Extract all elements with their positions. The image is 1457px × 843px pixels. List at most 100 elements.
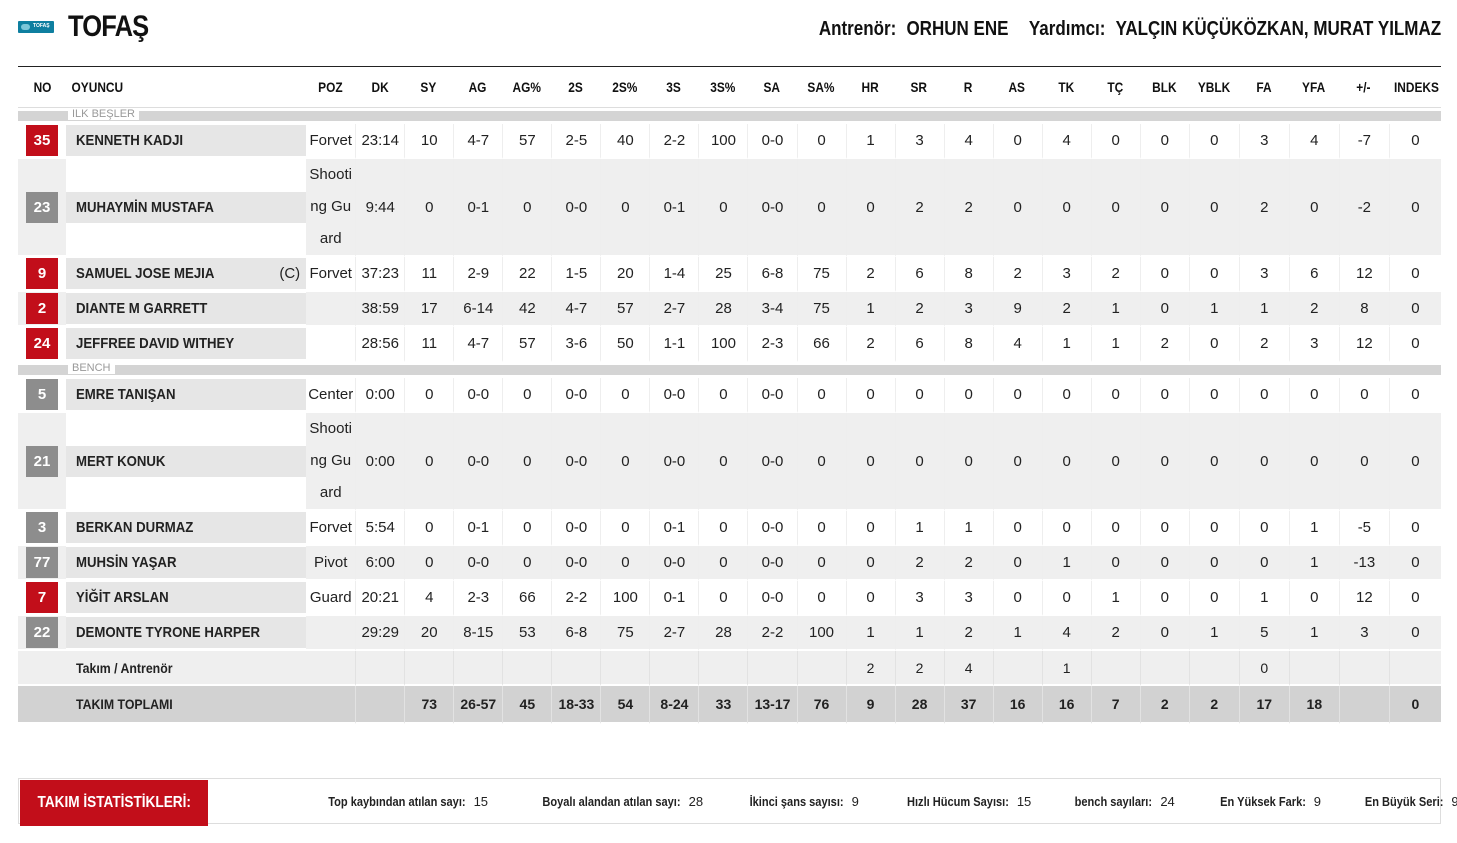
column-header[interactable]: SA% bbox=[796, 67, 846, 108]
player-name-link[interactable]: SAMUEL JOSE MEJIA (C) bbox=[66, 258, 307, 289]
stat-cell: 4-7 bbox=[551, 292, 601, 327]
stat-cell: 0 bbox=[1041, 413, 1091, 511]
player-name-link[interactable]: MUHAYMİN MUSTAFA bbox=[66, 191, 307, 223]
player-row[interactable]: 24 JEFFREE DAVID WITHEY 28:56 11 4-7 57 3-6 50 1… bbox=[18, 327, 1441, 362]
player-name-link[interactable]: EMRE TANIŞAN bbox=[66, 379, 307, 410]
stat-cell: 0 bbox=[502, 511, 552, 546]
team-stat-item: Top kaybından atılan sayı: 15 bbox=[328, 794, 489, 809]
stat-cell: 0 bbox=[1238, 413, 1289, 511]
stat-cell: 57 bbox=[502, 124, 552, 159]
column-header[interactable]: 3S bbox=[649, 67, 699, 108]
player-row[interactable]: 21 MERT KONUK Shooting Guard 0:00 0 0-0 0 0-0 0 0… bbox=[18, 413, 1441, 511]
player-name-link[interactable]: DEMONTE TYRONE HARPER bbox=[66, 617, 307, 648]
stat-cell: 0 bbox=[1238, 651, 1289, 686]
stat-cell: 4 bbox=[1041, 616, 1091, 651]
stat-cell: 12 bbox=[1338, 581, 1389, 616]
column-header[interactable]: DK bbox=[355, 67, 405, 108]
stat-cell: 0 bbox=[1188, 413, 1239, 511]
team-total-row: TAKIM TOPLAMI 73 26-57 45 18-33 54 8-24 33 13-17… bbox=[18, 686, 1441, 724]
column-header[interactable]: POZ bbox=[306, 67, 356, 108]
player-row[interactable]: 7 YİĞİT ARSLAN Guard 20:21 4 2-3 66 2-2 100 0-1 0 0… bbox=[18, 581, 1441, 616]
stat-cell: 0 bbox=[1139, 546, 1189, 581]
stat-cell: 0-1 bbox=[453, 511, 503, 546]
column-header[interactable]: AG% bbox=[502, 67, 552, 108]
column-header[interactable]: 2S% bbox=[600, 67, 650, 108]
stat-cell: 0-0 bbox=[551, 511, 601, 546]
stat-cell: 45 bbox=[502, 686, 552, 724]
stat-cell: 1 bbox=[1288, 616, 1339, 651]
player-name-link[interactable]: MERT KONUK bbox=[66, 445, 307, 477]
stat-cell: 1 bbox=[1090, 292, 1140, 327]
column-header[interactable]: 3S% bbox=[698, 67, 748, 108]
column-header[interactable]: YFA bbox=[1288, 67, 1339, 108]
player-name-link[interactable]: DIANTE M GARRETT bbox=[66, 293, 307, 324]
stat-cell: 0 bbox=[1139, 292, 1189, 327]
stat-cell: 18 bbox=[1288, 686, 1339, 724]
column-header[interactable]: INDEKS bbox=[1388, 67, 1441, 108]
stat-cell: 0 bbox=[698, 378, 748, 413]
stat-cell: 73 bbox=[404, 686, 454, 724]
column-header[interactable]: TK bbox=[1041, 67, 1091, 108]
stat-cell: 1 bbox=[1288, 546, 1339, 581]
stat-cell: 8 bbox=[1338, 292, 1389, 327]
player-row[interactable]: 2 DIANTE M GARRETT 38:59 17 6-14 42 4-7 57 2-7 28… bbox=[18, 292, 1441, 327]
player-name-link[interactable]: BERKAN DURMAZ bbox=[66, 512, 307, 543]
team-coach-row-label: Takım / Antrenör bbox=[76, 659, 173, 676]
column-header[interactable]: NO bbox=[18, 67, 67, 108]
player-row[interactable]: 35 KENNETH KADJI Forvet 23:14 10 4-7 57 2-5 40 2-… bbox=[18, 124, 1441, 159]
stat-cell: 0-1 bbox=[649, 159, 699, 257]
position: Guard bbox=[306, 581, 356, 616]
column-header[interactable]: OYUNCU bbox=[66, 67, 307, 108]
stat-cell: 0 bbox=[1041, 581, 1091, 616]
column-header[interactable]: 2S bbox=[551, 67, 601, 108]
player-name-link[interactable]: MUHSİN YAŞAR bbox=[66, 547, 307, 578]
column-header[interactable]: BLK bbox=[1139, 67, 1189, 108]
stat-cell: 0 bbox=[1188, 581, 1239, 616]
stat-cell: 53 bbox=[502, 616, 552, 651]
stat-cell: 0-0 bbox=[747, 413, 797, 511]
column-header[interactable]: R bbox=[943, 67, 993, 108]
player-row[interactable]: 22 DEMONTE TYRONE HARPER 29:29 20 8-15 53 6-8 7… bbox=[18, 616, 1441, 651]
stat-cell: 0 bbox=[1338, 378, 1389, 413]
stat-cell: 1 bbox=[1041, 546, 1091, 581]
stat-cell: 13-17 bbox=[747, 686, 797, 724]
player-row[interactable]: 3 BERKAN DURMAZ Forvet 5:54 0 0-1 0 0-0 0 0-1 0 0-0… bbox=[18, 511, 1441, 546]
position bbox=[306, 616, 356, 651]
column-header[interactable]: SR bbox=[894, 67, 944, 108]
player-name-link[interactable]: YİĞİT ARSLAN bbox=[66, 582, 307, 613]
player-name-link[interactable]: KENNETH KADJI bbox=[66, 125, 307, 156]
stat-cell: 1 bbox=[1238, 581, 1289, 616]
player-row[interactable]: 5 EMRE TANIŞAN Center 0:00 0 0-0 0 0-0 0 0-0 0 0-0 0… bbox=[18, 378, 1441, 413]
stat-cell: 2-7 bbox=[649, 292, 699, 327]
column-header[interactable]: AS bbox=[992, 67, 1042, 108]
position: Forvet bbox=[306, 124, 356, 159]
player-row[interactable]: 77 MUHSİN YAŞAR Pivot 6:00 0 0-0 0 0-0 0 0-0 0 0-0 0… bbox=[18, 546, 1441, 581]
stat-cell: -5 bbox=[1338, 511, 1389, 546]
coach-name: ORHUN ENE bbox=[906, 18, 1009, 40]
column-header[interactable]: SY bbox=[404, 67, 454, 108]
stat-cell bbox=[747, 651, 797, 686]
player-row[interactable]: 23 MUHAYMİN MUSTAFA Shooting Guard 9:44 0 0-1… bbox=[18, 159, 1441, 257]
column-header[interactable]: TÇ bbox=[1090, 67, 1140, 108]
stat-cell: 0-0 bbox=[649, 378, 699, 413]
column-header[interactable]: YBLK bbox=[1188, 67, 1239, 108]
stat-cell: 2 bbox=[1238, 159, 1289, 257]
team-stat-item: bench sayıları: 24 bbox=[1074, 794, 1175, 809]
stat-cell: 0 bbox=[845, 511, 895, 546]
column-header[interactable]: AG bbox=[453, 67, 503, 108]
stat-cell: 17 bbox=[1238, 686, 1289, 724]
stat-cell bbox=[355, 651, 405, 686]
stat-cell: 0 bbox=[1388, 159, 1441, 257]
logo-mark bbox=[21, 24, 30, 30]
team-logo: TOFAŞ bbox=[18, 21, 54, 33]
column-header[interactable]: FA bbox=[1238, 67, 1289, 108]
column-header[interactable]: +/- bbox=[1338, 67, 1389, 108]
stat-cell: 1 bbox=[1188, 616, 1239, 651]
stat-cell: 0 bbox=[1139, 511, 1189, 546]
player-name-link[interactable]: JEFFREE DAVID WITHEY bbox=[66, 328, 307, 359]
player-row[interactable]: 9 SAMUEL JOSE MEJIA (C) Forvet 37:23 11 2-9 22 1… bbox=[18, 257, 1441, 292]
stat-cell: 0-0 bbox=[747, 511, 797, 546]
column-header[interactable]: SA bbox=[747, 67, 797, 108]
column-header[interactable]: HR bbox=[845, 67, 895, 108]
stat-cell: 1 bbox=[894, 511, 944, 546]
